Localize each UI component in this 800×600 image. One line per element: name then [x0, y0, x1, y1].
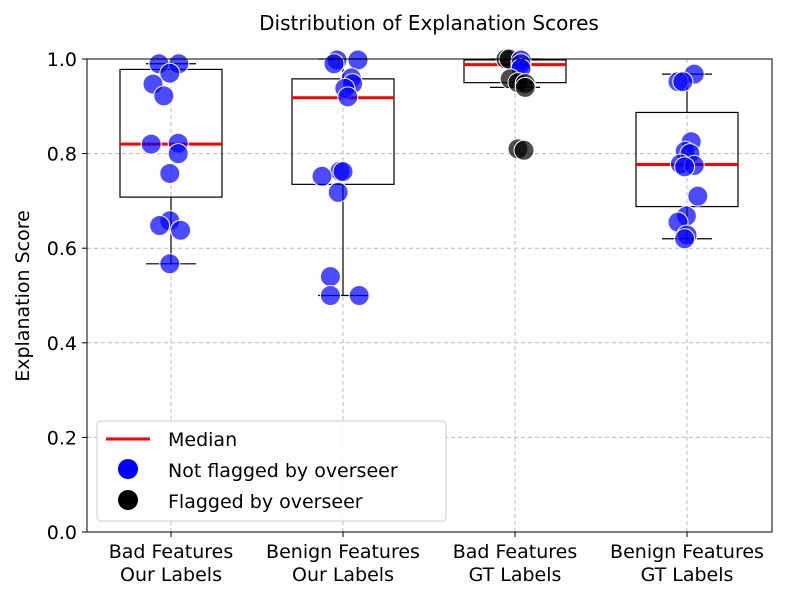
data-points	[140, 48, 709, 306]
not-flagged-point	[337, 86, 359, 108]
x-tick-label-line2: Our Labels	[292, 564, 394, 586]
not-flagged-point	[167, 143, 189, 165]
not-flagged-point	[327, 181, 349, 203]
not-flagged-point	[159, 253, 181, 275]
not-flagged-point	[348, 285, 370, 306]
not-flagged-point	[687, 185, 709, 207]
not-flagged-point	[323, 53, 345, 75]
flagged-point	[513, 139, 535, 161]
not-flagged-point	[674, 156, 696, 178]
not-flagged-point	[347, 49, 369, 71]
legend-median-label: Median	[168, 429, 237, 451]
y-tick-label: 1.0	[47, 49, 77, 71]
x-tick-label-line1: Bad Features	[109, 541, 233, 563]
not-flagged-point	[319, 266, 341, 288]
legend-frame	[96, 420, 447, 522]
not-flagged-point	[672, 71, 694, 93]
x-tick-label-line2: GT Labels	[469, 564, 562, 586]
y-tick-label: 0.4	[47, 333, 77, 355]
legend-flagged-marker	[118, 490, 138, 510]
x-tick-label-line1: Benign Features	[610, 541, 764, 563]
box-plots	[119, 58, 739, 297]
x-tick-label-line1: Benign Features	[266, 541, 420, 563]
not-flagged-point	[159, 62, 181, 84]
y-tick-label: 0.2	[47, 427, 77, 449]
plot-frame	[86, 58, 773, 533]
not-flagged-point	[319, 285, 341, 306]
x-tick-label-line2: Our Labels	[120, 564, 222, 586]
not-flagged-point	[311, 165, 333, 187]
chart-title: Distribution of Explanation Scores	[259, 11, 599, 35]
not-flagged-point	[149, 214, 171, 236]
y-axis-label: Explanation Score	[12, 210, 34, 382]
flagged-point	[514, 76, 536, 98]
legend-flagged-label: Flagged by overseer	[168, 491, 363, 513]
x-tick-label-line2: GT Labels	[641, 564, 734, 586]
not-flagged-point	[332, 161, 354, 183]
y-axis-ticks: 0.0 0.2 0.4 0.6 0.8 1.0	[47, 49, 87, 544]
x-tick-label-line1: Bad Features	[453, 541, 577, 563]
y-tick-label: 0.8	[47, 144, 77, 166]
not-flagged-point	[153, 85, 175, 107]
not-flagged-point	[170, 219, 192, 241]
legend-not-flagged-marker	[118, 459, 138, 479]
not-flagged-point	[159, 162, 181, 184]
y-tick-label: 0.6	[47, 238, 77, 260]
legend-not-flagged-label: Not flagged by overseer	[168, 460, 398, 482]
legend: Median Not flagged by overseer Flagged b…	[96, 420, 447, 522]
y-tick-label: 0.0	[47, 522, 77, 544]
not-flagged-point	[140, 133, 162, 155]
not-flagged-point	[674, 228, 696, 250]
